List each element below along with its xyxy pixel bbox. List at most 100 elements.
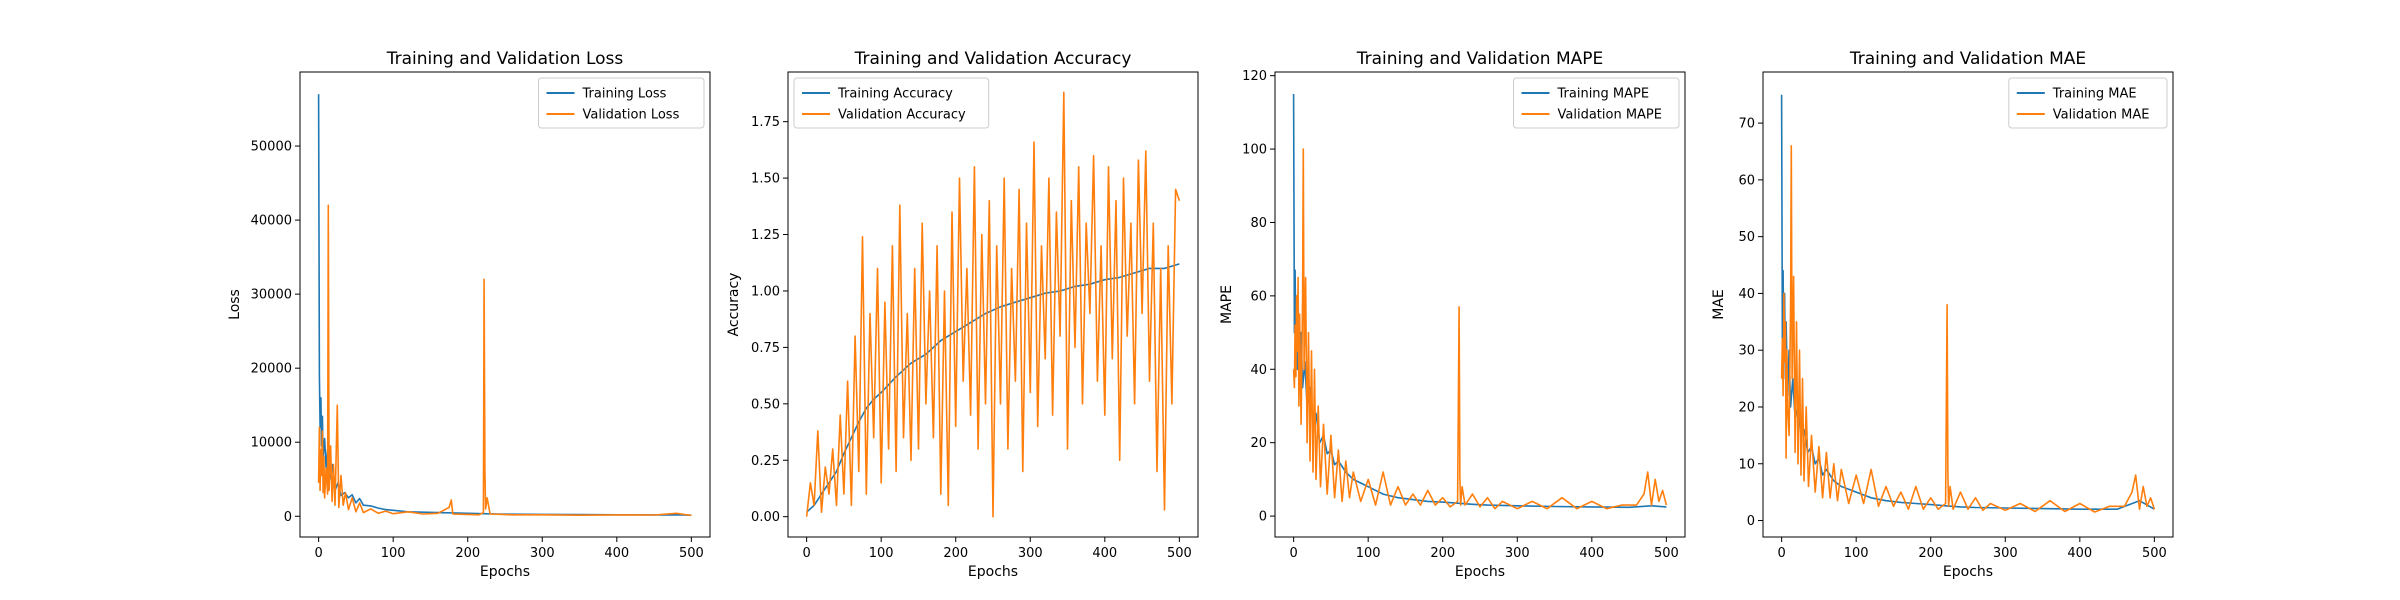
- y-tick-label: 70: [1738, 117, 1755, 132]
- y-tick-label: 1.50: [751, 172, 780, 187]
- x-axis-label: Epochs: [1943, 564, 1993, 580]
- legend-label: Training Accuracy: [837, 87, 953, 102]
- x-tick-label: 300: [1993, 546, 2018, 561]
- x-tick-label: 400: [1579, 546, 1604, 561]
- y-axis-label: Loss: [227, 289, 243, 320]
- y-tick-label: 120: [1242, 69, 1267, 84]
- axes-frame: [787, 71, 1199, 538]
- axes-frame: [1762, 71, 2174, 538]
- x-tick-label: 0: [1777, 546, 1785, 561]
- axes-frame: [1274, 71, 1686, 538]
- tick-marks: 0 100 200 300 400 500 0 20 40 60 80 100 120: [1242, 69, 1679, 561]
- legend: Training MAE Validation MAE: [2008, 77, 2168, 129]
- x-tick-label: 400: [604, 546, 629, 561]
- y-axis-label: MAE: [1711, 289, 1727, 320]
- x-tick-label: 300: [1505, 546, 1530, 561]
- y-tick-label: 40: [1738, 287, 1755, 302]
- y-tick-label: 0: [1259, 510, 1267, 525]
- legend-label: Validation Accuracy: [838, 108, 966, 123]
- legend-label: Validation MAPE: [1558, 108, 1663, 123]
- subplot-mae: Training and Validation MAE Epochs MAE 0…: [1711, 49, 2174, 580]
- x-tick-label: 0: [1289, 546, 1297, 561]
- series-lines: [1292, 93, 1668, 510]
- y-tick-label: 0: [284, 510, 292, 525]
- y-tick-label: 10000: [251, 436, 292, 451]
- subplot-title: Training and Validation MAE: [1849, 49, 2086, 69]
- subplot-mape: Training and Validation MAPE Epochs MAPE…: [1219, 49, 1686, 580]
- x-tick-label: 100: [1844, 546, 1869, 561]
- x-axis-label: Epochs: [1455, 564, 1505, 580]
- y-axis-label: Accuracy: [726, 273, 742, 337]
- y-tick-label: 60: [1250, 289, 1267, 304]
- y-tick-label: 10: [1738, 457, 1755, 472]
- y-tick-label: 20: [1250, 436, 1267, 451]
- series-lines: [1780, 94, 2156, 513]
- legend-label: Training Loss: [582, 87, 667, 102]
- y-tick-label: 50: [1738, 230, 1755, 245]
- y-tick-label: 0.25: [751, 454, 780, 469]
- x-tick-label: 100: [869, 546, 894, 561]
- y-tick-label: 40000: [251, 214, 292, 229]
- x-tick-label: 300: [1018, 546, 1043, 561]
- x-tick-label: 400: [2067, 546, 2092, 561]
- y-tick-label: 60: [1738, 173, 1755, 188]
- x-axis-label: Epochs: [480, 564, 530, 580]
- y-tick-label: 100: [1242, 143, 1267, 158]
- y-tick-label: 20000: [251, 362, 292, 377]
- x-tick-label: 500: [1654, 546, 1679, 561]
- series-line-training-mae: [1780, 94, 2155, 510]
- series-lines: [317, 94, 692, 517]
- y-tick-label: 0.00: [751, 510, 780, 525]
- legend-box: [538, 77, 705, 129]
- x-tick-label: 300: [530, 546, 555, 561]
- legend-label: Training MAE: [2052, 87, 2137, 102]
- y-tick-label: 50000: [251, 140, 292, 155]
- subplot-loss: Training and Validation Loss Epochs Loss…: [227, 49, 711, 580]
- x-tick-label: 100: [381, 546, 406, 561]
- x-tick-label: 500: [679, 546, 704, 561]
- y-tick-label: 40: [1250, 363, 1267, 378]
- y-tick-label: 0: [1747, 514, 1755, 529]
- y-axis-label: MAPE: [1219, 285, 1235, 324]
- tick-marks: 0 100 200 300 400 500 0 10000 20000 30000 40000 500…: [251, 140, 704, 561]
- x-axis-label: Epochs: [968, 564, 1018, 580]
- y-tick-label: 0.50: [751, 397, 780, 412]
- subplot-title: Training and Validation Accuracy: [854, 49, 1132, 69]
- tick-marks: 0 100 200 300 400 500 0 10 20 30 40 50 60 70: [1738, 117, 2166, 561]
- y-tick-label: 80: [1250, 216, 1267, 231]
- x-tick-label: 500: [2142, 546, 2167, 561]
- x-tick-label: 200: [1918, 546, 1943, 561]
- y-tick-label: 20: [1738, 400, 1755, 415]
- subplot-title: Training and Validation MAPE: [1356, 49, 1604, 69]
- series-line-validation-accuracy: [805, 91, 1181, 518]
- series-line-training-accuracy: [806, 263, 1180, 513]
- x-tick-label: 100: [1356, 546, 1381, 561]
- series-line-validation-mae: [1780, 145, 2156, 513]
- legend-box: [1513, 77, 1680, 129]
- x-tick-label: 200: [1430, 546, 1455, 561]
- x-tick-label: 200: [455, 546, 480, 561]
- tick-marks: 0 100 200 300 400 500 0.00 0.25 0.50 0.75 1.00 1.25…: [751, 115, 1192, 561]
- series-line-validation-mape: [1292, 148, 1668, 510]
- legend: Training MAPE Validation MAPE: [1513, 77, 1680, 129]
- subplot-accuracy: Training and Validation Accuracy Epochs …: [726, 49, 1199, 580]
- x-tick-label: 0: [802, 546, 810, 561]
- legend-label: Training MAPE: [1557, 87, 1650, 102]
- series-line-validation-loss: [317, 204, 692, 517]
- x-tick-label: 500: [1167, 546, 1192, 561]
- y-tick-label: 1.75: [751, 115, 780, 130]
- plot-area: [1275, 72, 1685, 537]
- x-tick-label: 400: [1092, 546, 1117, 561]
- legend: Training Accuracy Validation Accuracy: [793, 77, 990, 129]
- x-tick-label: 200: [943, 546, 968, 561]
- series-lines: [805, 91, 1181, 518]
- y-tick-label: 30: [1738, 344, 1755, 359]
- y-tick-label: 1.00: [751, 284, 780, 299]
- y-tick-label: 30000: [251, 288, 292, 303]
- legend-label: Validation Loss: [583, 108, 680, 123]
- axes-frame: [299, 71, 711, 538]
- y-tick-label: 1.25: [751, 228, 780, 243]
- legend-box: [793, 77, 990, 129]
- plot-area: [300, 72, 710, 537]
